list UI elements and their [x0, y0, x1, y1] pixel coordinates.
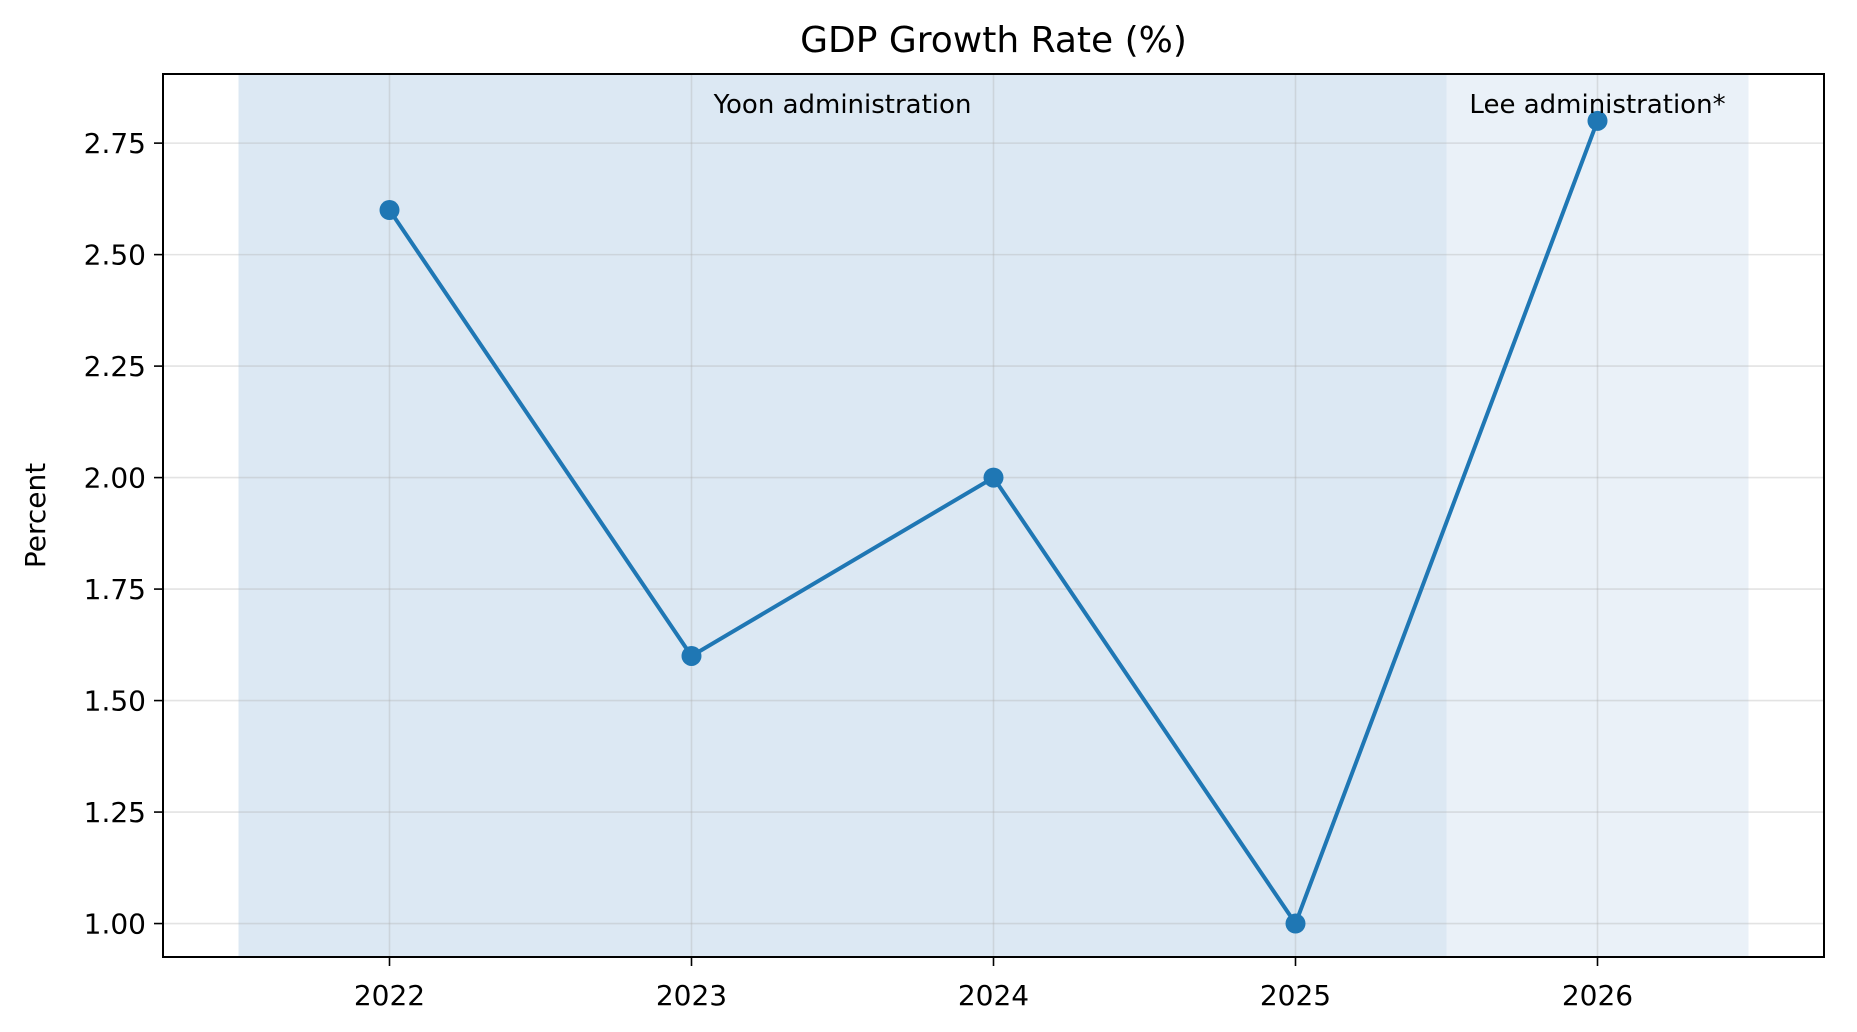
band-labels: Yoon administration Lee administration*	[713, 90, 1726, 120]
y-tick-label-0: 1.00	[84, 908, 146, 941]
x-tick-label-2022: 2022	[354, 979, 425, 1012]
band-1	[1446, 74, 1749, 957]
band-label-1: Lee administration*	[1469, 90, 1725, 120]
y-tick-label-4: 2.00	[84, 462, 146, 495]
x-tick-label-2025: 2025	[1260, 979, 1331, 1012]
administration-bands	[238, 74, 1749, 957]
y-axis-ticks: 1.00 1.25 1.50 1.75 2.00 2.25 2.50 2.75	[84, 127, 163, 941]
x-tick-label-2026: 2026	[1562, 979, 1633, 1012]
data-point-2022	[379, 200, 400, 221]
data-point-2025	[1285, 913, 1306, 934]
data-point-2024	[983, 467, 1004, 488]
y-tick-label-2: 1.50	[84, 685, 146, 718]
y-tick-label-6: 2.50	[84, 239, 146, 272]
y-axis-label: Percent	[19, 463, 52, 568]
band-0	[238, 74, 1447, 957]
y-tick-label-3: 1.75	[84, 573, 146, 606]
y-tick-label-5: 2.25	[84, 350, 146, 383]
chart-title: GDP Growth Rate (%)	[800, 20, 1187, 61]
data-point-2023	[681, 645, 702, 666]
y-tick-label-7: 2.75	[84, 127, 146, 160]
points-layer	[379, 110, 1608, 934]
band-label-0: Yoon administration	[713, 90, 972, 120]
x-tick-label-2024: 2024	[958, 979, 1029, 1012]
data-point-2026	[1587, 110, 1608, 131]
x-axis-ticks: 2022 2023 2024 2025 2026	[354, 957, 1633, 1012]
x-tick-label-2023: 2023	[656, 979, 727, 1012]
y-tick-label-1: 1.25	[84, 796, 146, 829]
